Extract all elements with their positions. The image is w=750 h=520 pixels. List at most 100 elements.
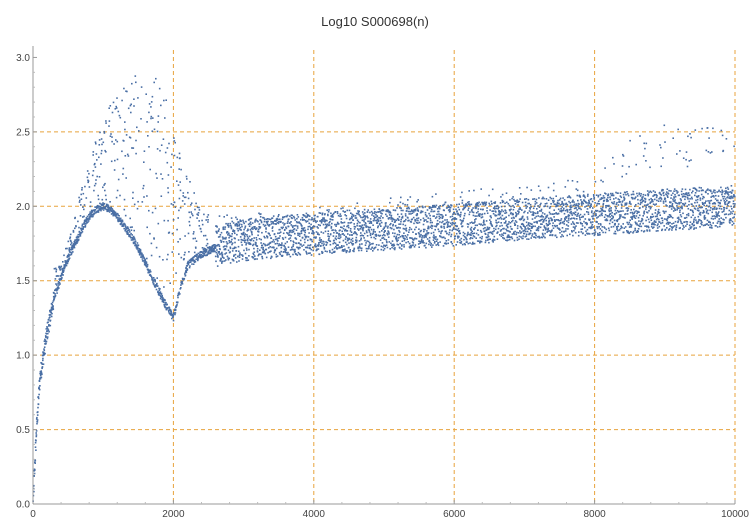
data-point [380,225,382,227]
data-point [86,218,88,220]
data-point [74,243,77,246]
data-point [651,199,654,201]
data-point [627,230,629,233]
data-point [320,244,322,247]
data-point [709,200,711,202]
data-point [99,205,102,208]
data-point [460,222,463,224]
data-point [494,228,497,231]
data-point [541,223,543,225]
data-point [472,222,474,224]
data-point [585,222,587,224]
data-point [630,231,632,233]
data-point [89,212,91,215]
data-point [245,257,247,259]
data-point [220,240,223,242]
data-point [351,237,354,240]
data-point [76,238,78,240]
data-point [536,208,538,210]
data-point [300,243,302,246]
data-point [100,209,102,212]
data-point [166,303,168,306]
data-point [448,233,450,236]
data-point [123,227,125,230]
data-point [722,149,725,152]
data-point [185,271,188,274]
data-point [157,290,159,293]
data-point [527,227,529,229]
data-point [614,209,617,212]
data-point [555,205,557,208]
data-point [274,249,277,252]
data-point [590,203,592,205]
data-point [164,306,167,309]
data-point [167,219,169,222]
data-point [321,213,324,216]
data-point [703,214,706,217]
data-point [723,213,726,216]
data-point [261,256,263,258]
data-point [74,227,76,230]
data-point [723,208,725,211]
data-point [101,198,104,201]
data-point [357,229,360,231]
data-point [717,199,719,202]
data-point [368,242,371,244]
data-point [360,249,363,252]
data-point [500,210,502,213]
data-point [414,237,416,240]
data-point [238,221,240,223]
data-point [408,231,410,233]
data-point [440,225,443,228]
data-point [164,299,166,301]
data-point [262,251,264,253]
data-point [520,236,522,238]
data-point [350,217,352,220]
data-point [516,201,518,203]
data-point [458,214,461,216]
data-point [356,213,359,215]
data-point [587,193,589,196]
data-point [351,242,353,245]
data-point [239,236,242,238]
data-point [612,202,614,205]
data-point [400,248,403,250]
data-point [487,238,489,241]
data-point [172,315,174,318]
data-point [443,225,445,228]
data-point [362,228,364,231]
data-point [237,229,239,232]
data-point [504,222,507,224]
data-point [512,204,514,207]
data-point [83,215,85,218]
data-point [52,300,55,302]
data-point [155,284,158,286]
data-point [285,247,287,250]
data-point [77,238,80,241]
data-point [724,202,726,204]
data-point [121,225,123,227]
data-point [626,191,628,193]
data-point [100,138,103,140]
data-point [692,221,695,224]
data-point [176,301,179,303]
data-point [525,204,527,207]
data-point [364,215,367,217]
data-point [440,232,442,235]
data-point [699,214,702,216]
data-point [711,202,714,205]
data-point [350,212,352,214]
data-point [561,200,563,203]
data-point [696,209,699,212]
data-point [326,209,328,211]
data-point [332,213,334,216]
data-point [129,104,132,107]
data-point [361,211,364,213]
data-point [382,246,384,248]
data-point [718,218,720,220]
data-point [151,277,153,279]
data-point [269,246,271,248]
data-point [418,228,420,230]
data-point [703,204,705,207]
data-point [682,193,685,195]
